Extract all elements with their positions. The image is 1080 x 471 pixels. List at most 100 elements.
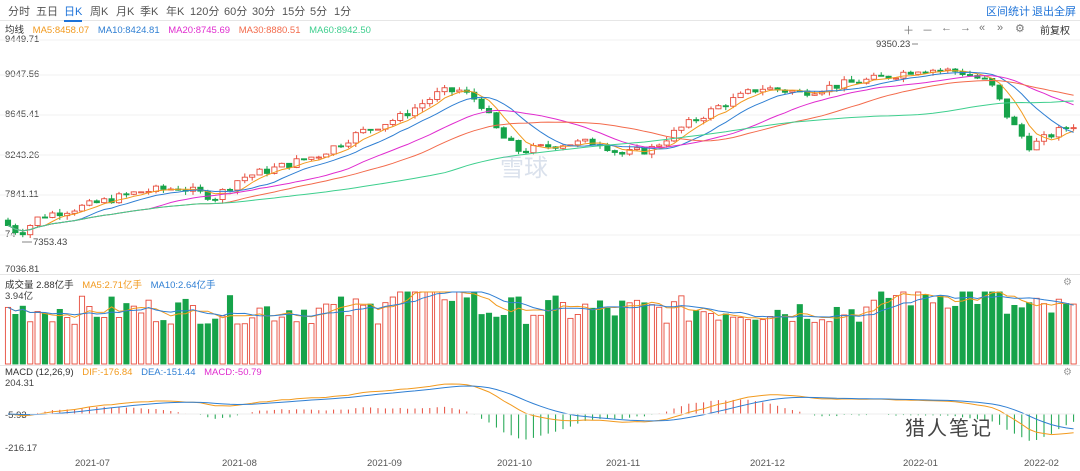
macd-settings-icon[interactable]: ⚙	[1063, 367, 1072, 378]
volume-bar	[959, 291, 966, 365]
settings-icon[interactable]: ⚙	[1015, 23, 1025, 35]
candle-body	[515, 139, 522, 152]
tab-1min[interactable]: 1分	[334, 6, 352, 18]
volume-bar	[101, 317, 108, 365]
volume-bar	[582, 303, 589, 365]
exit-fullscreen-link[interactable]: 退出全屏	[1032, 6, 1076, 18]
x-axis-label: 2021-11	[606, 458, 641, 469]
candle-body	[441, 87, 448, 93]
candle-body	[737, 92, 744, 99]
candle-body	[56, 212, 63, 217]
tab-daily-k[interactable]: 日K	[64, 3, 83, 22]
candle-body	[545, 144, 552, 148]
candle-body	[411, 107, 419, 117]
candle-body	[1011, 116, 1018, 126]
tab-quarterly-k[interactable]: 季K	[140, 6, 159, 18]
volume-settings-icon[interactable]: ⚙	[1063, 277, 1072, 288]
candle-body	[1018, 124, 1025, 137]
candle-body	[707, 108, 715, 119]
tab-60min[interactable]: 60分	[224, 6, 248, 18]
tab-30min[interactable]: 30分	[252, 6, 276, 18]
tab-5min[interactable]: 5分	[310, 6, 328, 18]
candle-body	[345, 142, 352, 147]
restore-rights-toggle[interactable]: 前复权	[1040, 26, 1070, 37]
volume-bar	[448, 300, 456, 365]
rewind-icon[interactable]: «	[979, 22, 986, 34]
candle-body	[1070, 127, 1077, 130]
volume-bar	[12, 314, 19, 365]
candle-body	[71, 210, 78, 214]
candle-body	[49, 212, 56, 218]
volume-bar	[619, 300, 626, 365]
volume-bar	[419, 291, 426, 365]
volume-bar	[1018, 307, 1025, 365]
ma20-value: MA20:8745.69	[168, 25, 231, 36]
ma10-line	[7, 71, 1074, 232]
candle-body	[944, 68, 951, 71]
candle-body	[1033, 140, 1040, 151]
volume-bar	[485, 312, 493, 365]
macd-legend: MACD (12,26,9) DIF:-176.84 DEA:-151.44 M…	[5, 367, 268, 378]
candle-body	[907, 71, 914, 75]
volume-bar	[404, 291, 411, 365]
arrow-right-icon[interactable]: →	[960, 22, 971, 34]
volume-bar	[330, 303, 337, 365]
volume-bar	[833, 306, 840, 365]
dea-value: DEA:-151.44	[141, 367, 196, 378]
volume-bar	[382, 302, 389, 365]
volume-bar	[826, 321, 833, 365]
volume-bar	[93, 316, 100, 365]
tab-weekly-k[interactable]: 周K	[90, 6, 109, 18]
volume-bar	[389, 296, 396, 365]
candle-body	[848, 79, 855, 83]
x-axis-label: 2022-01	[903, 458, 938, 469]
volume-bar	[360, 304, 367, 365]
candle-body	[249, 174, 256, 178]
volume-bar	[293, 321, 300, 365]
volume-bar	[78, 295, 86, 365]
macd-label: MACD (12,26,9)	[5, 367, 74, 378]
fast-forward-icon[interactable]: »	[997, 22, 1004, 34]
candle-body	[138, 191, 145, 194]
volume-bar	[1040, 303, 1048, 365]
x-axis-label: 2021-12	[750, 458, 785, 469]
candle-body	[241, 176, 248, 182]
zoom-in-icon[interactable]: ＋	[903, 25, 914, 37]
zoom-out-icon[interactable]: －	[922, 25, 933, 37]
tab-five-day[interactable]: 五日	[36, 6, 58, 18]
tab-monthly-k[interactable]: 月K	[116, 6, 135, 18]
candle-body	[508, 137, 515, 141]
tab-15min[interactable]: 15分	[282, 6, 306, 18]
volume-bar	[367, 303, 374, 365]
volume-bar	[189, 305, 197, 365]
volume-bar	[907, 305, 914, 365]
candle-body	[101, 198, 108, 204]
candle-body	[619, 152, 626, 155]
price-legend: 均线 MA5:8458.07 MA10:8424.81 MA20:8745.69…	[5, 22, 377, 36]
tab-120min[interactable]: 120分	[190, 6, 220, 18]
volume-bar	[456, 291, 463, 365]
candle-body	[426, 98, 433, 105]
volume-ma10-line	[7, 291, 1074, 318]
volume-bar	[715, 319, 722, 365]
candle-body	[663, 140, 670, 146]
tab-yearly-k[interactable]: 年K	[166, 6, 185, 18]
volume-bar	[974, 303, 981, 365]
volume-bar	[27, 321, 34, 365]
volume-bar	[323, 303, 330, 365]
candle-body	[633, 147, 641, 150]
candle-body	[434, 91, 441, 100]
tab-intraday[interactable]: 分时	[8, 6, 30, 18]
volume-axis-label: 3.94亿	[5, 291, 33, 302]
candle-body	[315, 156, 322, 159]
volume-bar	[752, 319, 759, 365]
volume-bar	[996, 291, 1003, 365]
volume-bar	[1011, 304, 1018, 365]
range-stats-link[interactable]: 区间统计	[986, 6, 1030, 18]
ma5-line	[7, 70, 1074, 232]
volume-bar	[500, 314, 507, 365]
arrow-left-icon[interactable]: ←	[941, 22, 952, 34]
macd-value: MACD:-50.79	[204, 367, 262, 378]
candle-body	[730, 97, 737, 107]
